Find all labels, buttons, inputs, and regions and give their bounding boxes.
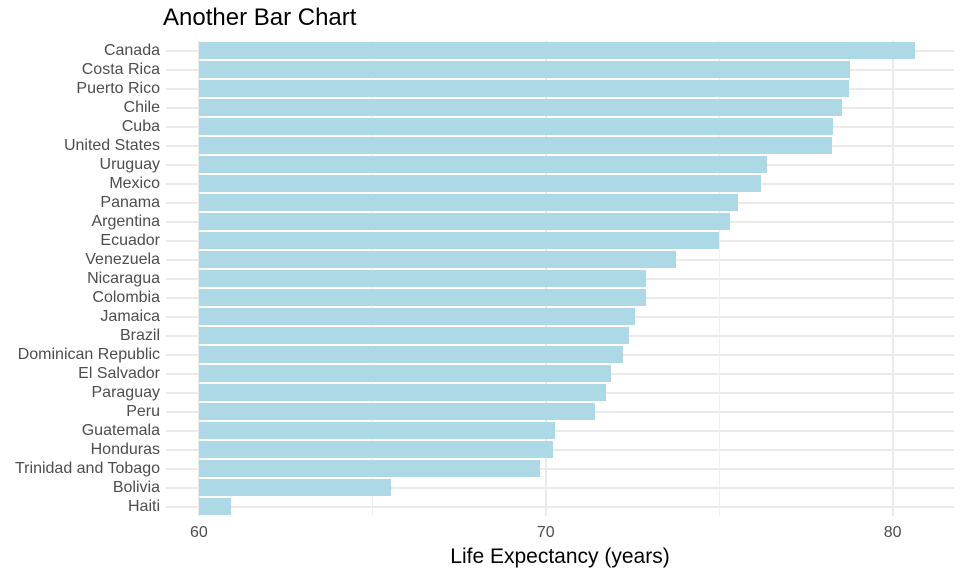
bar <box>198 41 916 60</box>
bar <box>198 307 635 326</box>
gridline-major-horizontal <box>166 486 954 489</box>
bar <box>198 459 540 478</box>
x-axis-title: Life Expectancy (years) <box>450 545 670 568</box>
bar <box>198 478 392 497</box>
y-tick-label: Panama <box>100 194 160 211</box>
y-tick-label: Chile <box>123 99 160 116</box>
bar <box>198 155 768 174</box>
bar <box>198 79 850 98</box>
bar <box>198 174 761 193</box>
y-tick-label: Colombia <box>92 289 160 306</box>
bar <box>198 421 555 440</box>
y-tick-label: Costa Rica <box>81 61 160 78</box>
y-tick-label: Dominican Republic <box>17 346 160 363</box>
y-tick-label: Brazil <box>119 327 160 344</box>
y-tick-label: Trinidad and Tobago <box>15 460 160 477</box>
y-tick-label: Argentina <box>91 213 161 230</box>
bar <box>198 383 607 402</box>
bar <box>198 212 731 231</box>
gridline-major-horizontal <box>166 448 954 451</box>
x-tick-label: 70 <box>536 524 555 541</box>
x-tick-label: 60 <box>190 524 208 541</box>
bar <box>198 326 629 345</box>
plot-panel <box>166 41 954 516</box>
y-tick-label: Honduras <box>90 441 160 458</box>
bar <box>198 250 676 269</box>
bar <box>198 98 843 117</box>
bar <box>198 440 553 459</box>
chart-title: Another Bar Chart <box>163 4 357 31</box>
y-tick-label: Mexico <box>109 175 160 192</box>
bar <box>198 288 646 307</box>
y-tick-label: Ecuador <box>100 232 160 249</box>
y-tick-label: El Salvador <box>78 365 160 382</box>
y-tick-label: Uruguay <box>99 156 160 173</box>
bar <box>198 269 647 288</box>
bar <box>198 193 738 212</box>
bar <box>198 231 719 250</box>
y-tick-label: Canada <box>103 42 160 59</box>
y-tick-label: Haiti <box>127 498 160 515</box>
bar <box>198 60 851 79</box>
bar <box>198 497 231 516</box>
y-tick-label: Venezuela <box>85 251 160 268</box>
y-tick-label: Nicaragua <box>87 270 160 287</box>
bar <box>198 364 611 383</box>
y-tick-label: Puerto Rico <box>76 80 160 97</box>
y-tick-label: Paraguay <box>91 384 161 401</box>
y-tick-label: Cuba <box>121 118 160 135</box>
y-axis-labels: Canada Costa Rica Puerto Rico Chile Cuba Unit… <box>0 41 160 516</box>
y-tick-label: Bolivia <box>112 479 160 496</box>
bar <box>198 402 596 421</box>
bar <box>198 345 624 364</box>
bar <box>198 136 832 155</box>
gridline-major-horizontal <box>166 429 954 432</box>
y-tick-label: Guatemala <box>81 422 160 439</box>
gridline-major-horizontal <box>166 467 954 470</box>
y-tick-label: United States <box>63 137 160 154</box>
y-tick-label: Jamaica <box>100 308 160 325</box>
gridline-major-horizontal <box>166 505 954 508</box>
x-tick-label: 80 <box>883 524 902 541</box>
y-tick-label: Peru <box>126 403 160 420</box>
bar <box>198 117 833 136</box>
